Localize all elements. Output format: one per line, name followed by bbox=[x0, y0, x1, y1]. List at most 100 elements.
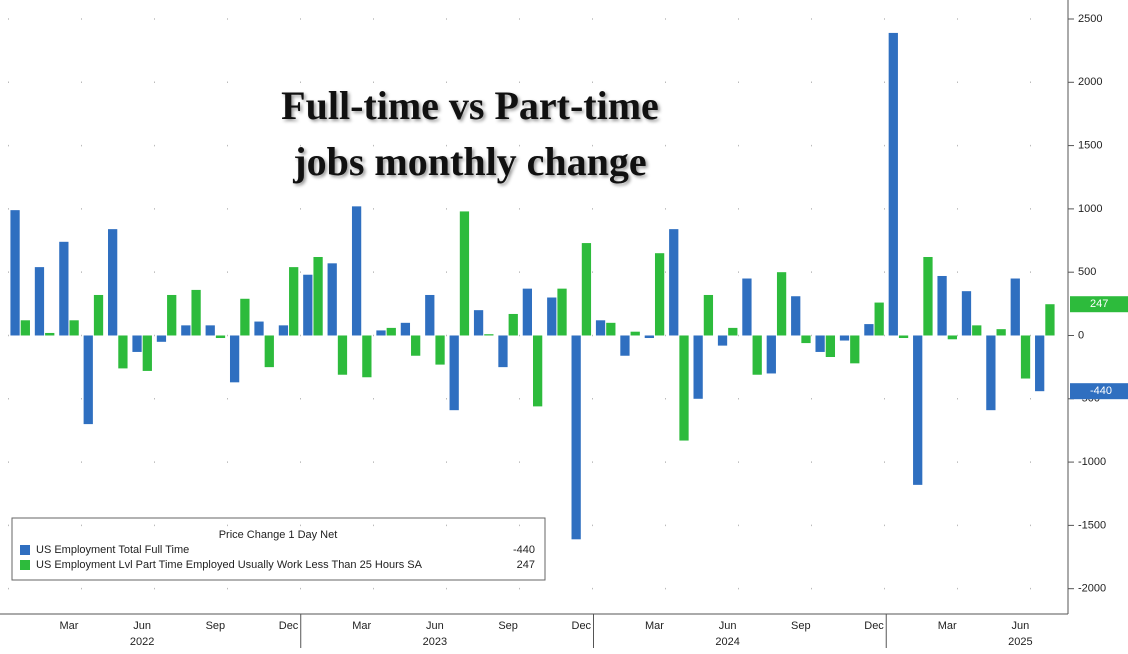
bar bbox=[825, 335, 836, 358]
bar bbox=[313, 256, 323, 336]
bar bbox=[937, 275, 947, 336]
x-tick-label: Sep bbox=[791, 620, 811, 632]
x-tick-label: Mar bbox=[352, 620, 371, 632]
bar bbox=[278, 325, 289, 336]
bar bbox=[986, 335, 996, 411]
x-tick-label: Dec bbox=[864, 620, 884, 632]
bar bbox=[1020, 335, 1031, 379]
bar bbox=[327, 263, 337, 336]
bar bbox=[972, 325, 982, 336]
bar bbox=[264, 335, 274, 368]
bar bbox=[533, 335, 543, 407]
bar bbox=[913, 335, 923, 485]
y-tick-label: 500 bbox=[1078, 266, 1096, 278]
legend-header: Price Change 1 Day Net bbox=[219, 529, 338, 541]
bar bbox=[839, 335, 850, 341]
year-label: 2023 bbox=[423, 636, 447, 648]
x-tick-label: Mar bbox=[60, 620, 79, 632]
legend-swatch bbox=[20, 545, 30, 555]
x-tick-label: Sep bbox=[498, 620, 518, 632]
x-tick-label: Jun bbox=[133, 620, 151, 632]
chart-title: Full-time vs Part-time bbox=[281, 83, 659, 128]
bar bbox=[1035, 335, 1045, 392]
legend-swatch bbox=[20, 560, 30, 570]
bar bbox=[93, 294, 104, 336]
bar bbox=[874, 302, 884, 336]
bar bbox=[996, 329, 1006, 336]
x-tick-label: Mar bbox=[645, 620, 664, 632]
y-tick-label: -1500 bbox=[1078, 519, 1106, 531]
x-tick-label: Jun bbox=[1012, 620, 1030, 632]
bar bbox=[508, 313, 518, 336]
bar bbox=[191, 289, 201, 336]
bar bbox=[425, 294, 435, 336]
bar bbox=[1010, 278, 1020, 336]
x-tick-label: Dec bbox=[572, 620, 592, 632]
y-tick-label: 2000 bbox=[1078, 76, 1102, 88]
value-label: 247 bbox=[1090, 298, 1108, 310]
bar bbox=[473, 310, 484, 336]
y-tick-label: 1500 bbox=[1078, 139, 1102, 151]
x-tick-label: Jun bbox=[426, 620, 444, 632]
legend-value: 247 bbox=[517, 559, 535, 571]
bar bbox=[205, 325, 215, 336]
bar bbox=[254, 321, 264, 336]
year-label: 2022 bbox=[130, 636, 154, 648]
bar bbox=[351, 206, 362, 336]
y-tick-label: 1000 bbox=[1078, 203, 1102, 215]
bar bbox=[215, 335, 226, 339]
legend-value: -440 bbox=[513, 544, 535, 556]
legend-label: US Employment Lvl Part Time Employed Usu… bbox=[36, 559, 423, 571]
bar bbox=[557, 288, 567, 336]
bar bbox=[108, 229, 118, 336]
bar bbox=[337, 335, 348, 375]
bar bbox=[498, 335, 508, 368]
bar bbox=[766, 335, 776, 374]
bar bbox=[815, 335, 825, 352]
bar bbox=[118, 335, 128, 369]
bar bbox=[59, 241, 69, 336]
y-tick-label: 0 bbox=[1078, 329, 1084, 341]
bar bbox=[484, 334, 494, 336]
value-label-box bbox=[1070, 383, 1128, 400]
bar bbox=[289, 267, 299, 336]
bar bbox=[376, 330, 386, 336]
bar bbox=[1045, 304, 1055, 336]
bar bbox=[34, 267, 45, 336]
legend-box bbox=[11, 517, 546, 581]
bar bbox=[229, 335, 240, 383]
bar bbox=[644, 335, 654, 339]
x-tick-label: Dec bbox=[279, 620, 299, 632]
bar bbox=[83, 335, 93, 425]
x-tick-label: Jun bbox=[719, 620, 737, 632]
bar bbox=[679, 335, 689, 441]
bar bbox=[864, 324, 874, 336]
x-tick-label: Mar bbox=[938, 620, 957, 632]
bar bbox=[10, 210, 20, 336]
legend-label: US Employment Total Full Time bbox=[36, 544, 189, 556]
bar bbox=[167, 294, 177, 336]
bar bbox=[69, 320, 79, 336]
value-label-box bbox=[1070, 296, 1128, 313]
bar bbox=[620, 335, 630, 356]
bar bbox=[240, 298, 250, 336]
bar bbox=[791, 296, 801, 336]
bar bbox=[961, 291, 972, 336]
chart-title: jobs monthly change bbox=[292, 139, 646, 184]
y-tick-label: 2500 bbox=[1078, 13, 1102, 25]
bar bbox=[386, 327, 396, 336]
bar bbox=[571, 335, 581, 540]
bar bbox=[630, 331, 640, 336]
bar bbox=[703, 294, 714, 336]
bar bbox=[400, 322, 411, 336]
bar bbox=[435, 335, 445, 365]
value-label: -440 bbox=[1090, 385, 1112, 397]
y-tick-label: -2000 bbox=[1078, 583, 1106, 595]
bar bbox=[923, 256, 933, 336]
legend: Price Change 1 Day Net bbox=[11, 517, 546, 581]
bar bbox=[752, 335, 762, 375]
bar bbox=[411, 335, 421, 356]
bar bbox=[693, 335, 703, 399]
bar bbox=[850, 335, 860, 364]
